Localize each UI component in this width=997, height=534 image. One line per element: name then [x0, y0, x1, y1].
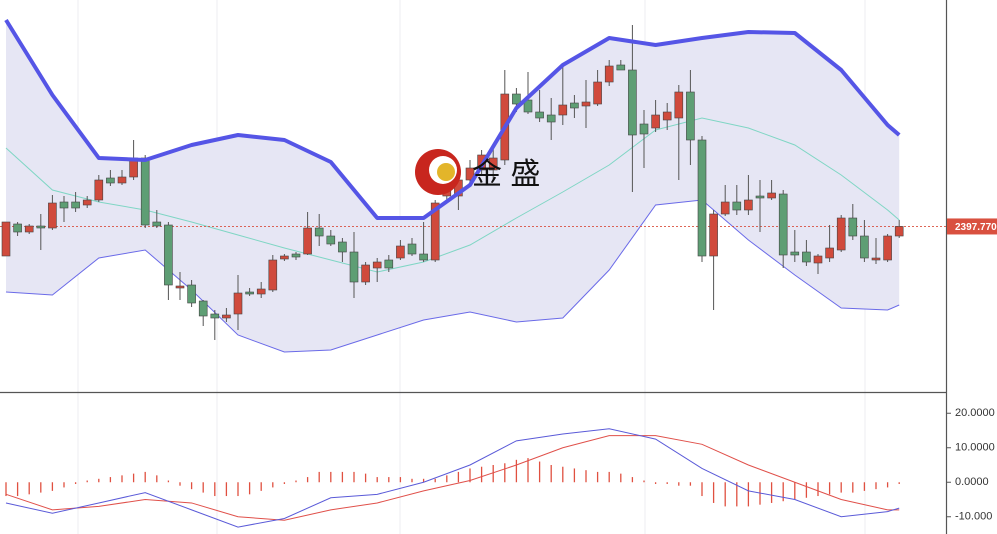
logo-dot [437, 163, 455, 181]
candle-body [697, 139, 707, 257]
watermark: 金 盛 [472, 158, 540, 191]
price-label-box [947, 218, 997, 235]
candle-body [767, 192, 776, 199]
candle-body [570, 102, 579, 109]
candle-body [384, 259, 394, 269]
candle-body [268, 259, 278, 291]
candle-body [349, 251, 359, 283]
candle-body [48, 202, 57, 229]
candle-body [198, 300, 208, 317]
macd-pane [5, 428, 900, 528]
candle-body [1, 221, 11, 257]
candle-body [94, 179, 104, 201]
candle-body [396, 245, 405, 259]
candle-body [523, 99, 533, 113]
candle-body [836, 217, 846, 251]
logo: 金 盛 [415, 149, 540, 195]
candle-body [175, 285, 185, 289]
price-label: 2397.770 [955, 222, 997, 233]
dea-line [5, 435, 900, 521]
candle-body [593, 81, 602, 105]
y-tick-label: 0.0000 [955, 476, 989, 488]
y-tick-label: 10.0000 [955, 442, 995, 454]
candle-body [256, 288, 266, 295]
candle-body [686, 91, 695, 141]
candle-body [314, 227, 324, 237]
candle-body [106, 177, 115, 184]
upper-band [4, 18, 901, 220]
axis: 2397.770 20.0000 10.0000 0.0000 -10.000 [946, 218, 997, 523]
candle-body [59, 201, 69, 209]
candle-body [140, 157, 150, 226]
candle-body [662, 111, 672, 121]
candle-body [871, 257, 881, 261]
y-tick-label: -10.000 [955, 511, 992, 523]
candle-body [639, 123, 649, 135]
candle-body [303, 227, 312, 255]
candle-body [720, 201, 730, 215]
candle-body [825, 247, 834, 259]
candle-body [36, 225, 46, 229]
candle-body [291, 253, 301, 258]
candle-body [222, 314, 231, 319]
candle-body [117, 176, 127, 184]
candle-body [778, 193, 788, 256]
candle-body [338, 241, 347, 253]
candle-body [732, 201, 742, 211]
candle-body [13, 223, 22, 233]
candle-body [233, 292, 243, 315]
candle-body [894, 226, 904, 237]
candle-body [790, 251, 800, 256]
candle-body [813, 255, 823, 264]
lower-band [5, 199, 900, 353]
candle-body [616, 64, 626, 71]
candle-body [372, 261, 382, 269]
candle-body [152, 221, 162, 227]
candle-body [883, 235, 892, 261]
candle-body [326, 235, 336, 245]
candle-body [419, 253, 428, 261]
candle-body [546, 114, 556, 123]
candle-body [465, 167, 475, 181]
candle-body [430, 202, 440, 261]
candle-body [628, 69, 637, 136]
candle-body [512, 93, 521, 105]
candle-body [245, 291, 254, 295]
candle-body [164, 224, 173, 286]
candle-body [71, 201, 80, 209]
dif-line [5, 428, 900, 528]
candle-body [82, 199, 92, 206]
candle-body [674, 91, 684, 119]
candle-body [755, 195, 765, 199]
candle-body [848, 217, 858, 237]
candle-body [744, 199, 753, 211]
candle-body [651, 114, 660, 129]
middle-band [5, 117, 900, 273]
candle-body [210, 313, 220, 319]
candle-body [604, 65, 614, 83]
candle-body [488, 157, 498, 171]
candle-body [860, 235, 869, 259]
candle-body [24, 225, 34, 233]
candle-body [407, 243, 417, 255]
candle-body [280, 255, 289, 260]
candle-body [361, 264, 370, 283]
candle-body [535, 111, 544, 119]
candle-body [187, 284, 196, 304]
candle-body [802, 251, 811, 263]
y-tick-label: 20.0000 [955, 407, 995, 419]
candle-body [581, 101, 591, 107]
candle-body [709, 213, 718, 257]
price-pane [0, 18, 946, 353]
candle-body [558, 104, 568, 116]
